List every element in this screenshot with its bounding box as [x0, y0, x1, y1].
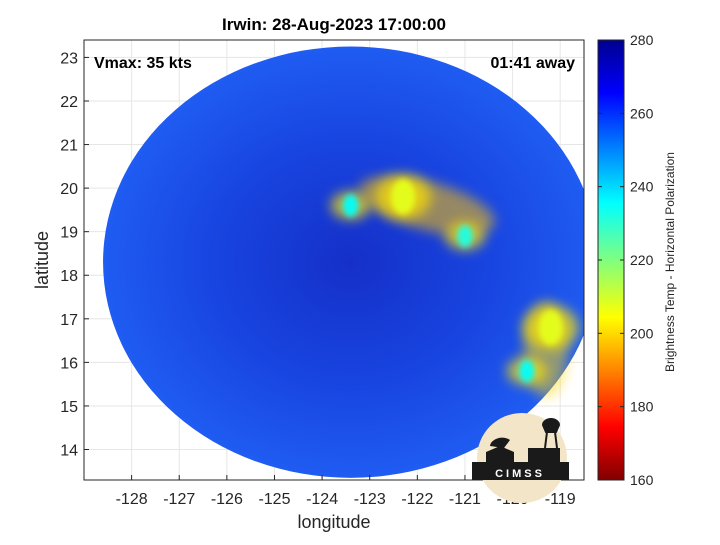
y-tick-label: 14	[60, 443, 78, 460]
x-tick-label: -122	[401, 491, 433, 508]
time-away-annotation: 01:41 away	[490, 55, 575, 72]
swath-disc	[103, 46, 584, 478]
x-axis-label: longitude	[297, 512, 370, 532]
y-tick-label: 18	[60, 268, 78, 285]
feature-core	[390, 179, 416, 215]
x-tick-label: -126	[211, 491, 243, 508]
feature-core	[519, 359, 535, 383]
y-tick-label: 21	[60, 138, 78, 155]
x-tick-label: -127	[163, 491, 195, 508]
feature-core	[342, 194, 359, 217]
y-axis-label: latitude	[32, 231, 52, 289]
logo-base	[472, 462, 569, 480]
x-tick-label: -119	[545, 491, 576, 508]
y-axis-ticks: 23 22 21 20 19 18 17 16 15 14	[60, 50, 89, 460]
cimss-logo: CIMSS	[472, 413, 569, 503]
logo-text: CIMSS	[495, 468, 545, 480]
y-tick-label: 19	[60, 225, 78, 242]
x-tick-label: -125	[258, 491, 290, 508]
x-tick-label: -124	[306, 491, 338, 508]
y-tick-label: 15	[60, 399, 78, 416]
feature-core	[538, 309, 563, 346]
y-tick-label: 20	[60, 181, 78, 198]
logo-disc	[477, 413, 567, 503]
colorbar-tick-label: 240	[630, 179, 654, 195]
water-tower-icon	[541, 418, 561, 449]
colorbar-tick-label: 200	[630, 325, 654, 341]
x-tick-label: -128	[116, 491, 148, 508]
colorbar-tick-label: 160	[630, 472, 654, 488]
colorbar-ticks: 280 260 240 220 200 180 160	[598, 32, 654, 488]
feature-core	[457, 224, 473, 248]
colorbar-tick-label: 220	[630, 252, 654, 268]
plot-frame	[83, 39, 585, 481]
chart-title: Irwin: 28-Aug-2023 17:00:00	[222, 15, 446, 34]
colorbar-tick-label: 280	[630, 32, 654, 48]
y-tick-label: 16	[60, 355, 78, 372]
x-tick-label: -123	[354, 491, 386, 508]
logo-building	[486, 446, 560, 462]
vmax-annotation: Vmax: 35 kts	[94, 55, 192, 72]
x-tick-label: -121	[449, 491, 481, 508]
satellite-dish-icon	[490, 437, 510, 448]
y-tick-label: 22	[60, 94, 78, 111]
convective-features	[330, 174, 579, 398]
microwave-swath	[103, 46, 584, 478]
colorbar-label: Brightness Temp - Horizontal Polarizatio…	[663, 152, 677, 372]
colorbar: 280 260 240 220 200 180 160 Brightness Temp - …	[597, 32, 677, 488]
y-tick-label: 23	[60, 50, 78, 67]
y-tick-label: 17	[60, 312, 78, 329]
colorbar-tick-label: 260	[630, 105, 654, 121]
colorbar-tick-label: 180	[630, 399, 654, 415]
